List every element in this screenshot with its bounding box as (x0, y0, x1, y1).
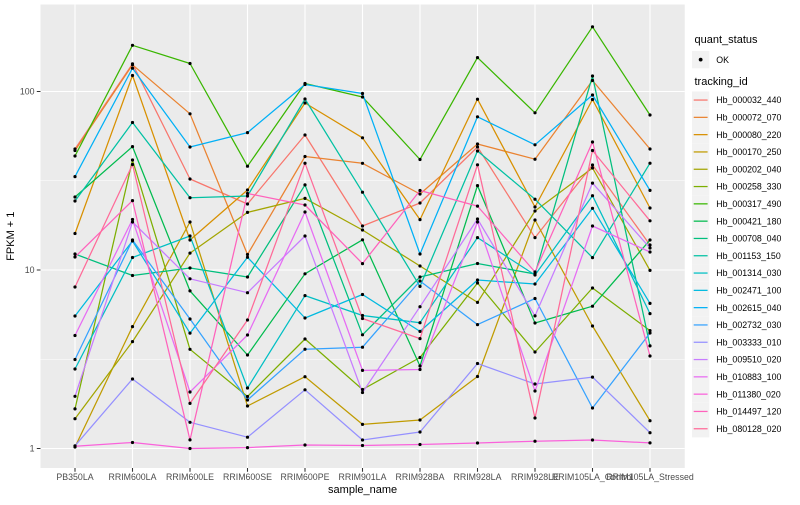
svg-text:Hb_002471_100: Hb_002471_100 (716, 286, 781, 296)
svg-text:Hb_003333_010: Hb_003333_010 (716, 337, 781, 347)
svg-text:Hb_001153_150: Hb_001153_150 (716, 251, 781, 261)
svg-text:RRIM901LA: RRIM901LA (339, 472, 387, 482)
svg-text:Hb_002732_030: Hb_002732_030 (716, 320, 781, 330)
svg-text:PB350LA: PB350LA (56, 472, 93, 482)
svg-text:Hb_000258_330: Hb_000258_330 (716, 182, 781, 192)
svg-text:Hb_000421_180: Hb_000421_180 (716, 216, 781, 226)
svg-text:1: 1 (30, 444, 35, 454)
svg-text:Hb_002615_040: Hb_002615_040 (716, 303, 781, 313)
svg-text:Hb_001314_030: Hb_001314_030 (716, 268, 781, 278)
svg-text:100: 100 (20, 87, 35, 97)
svg-text:RRIM105LA_Control: RRIM105LA_Control (552, 472, 633, 482)
svg-text:Hb_000202_040: Hb_000202_040 (716, 164, 781, 174)
svg-text:Hb_014497_120: Hb_014497_120 (716, 407, 781, 417)
svg-text:Hb_009510_020: Hb_009510_020 (716, 355, 781, 365)
svg-text:FPKM + 1: FPKM + 1 (5, 212, 17, 261)
svg-text:Hb_010883_100: Hb_010883_100 (716, 372, 781, 382)
svg-text:10: 10 (25, 265, 35, 275)
svg-text:sample_name: sample_name (328, 484, 397, 496)
svg-text:RRIM600LE: RRIM600LE (166, 472, 214, 482)
svg-text:Hb_000072_070: Hb_000072_070 (716, 113, 781, 123)
svg-text:Hb_000708_040: Hb_000708_040 (716, 234, 781, 244)
svg-text:Hb_000317_490: Hb_000317_490 (716, 199, 781, 209)
svg-text:Hb_080128_020: Hb_080128_020 (716, 424, 781, 434)
svg-text:Hb_000080_220: Hb_000080_220 (716, 130, 781, 140)
svg-text:RRIM105LA_Stressed: RRIM105LA_Stressed (606, 472, 694, 482)
svg-text:tracking_id: tracking_id (695, 76, 748, 88)
svg-text:Hb_011380_020: Hb_011380_020 (716, 389, 781, 399)
svg-text:RRIM928LA: RRIM928LA (454, 472, 502, 482)
svg-text:RRIM928LE: RRIM928LE (511, 472, 559, 482)
svg-text:RRIM600PE: RRIM600PE (281, 472, 330, 482)
svg-text:RRIM600LA: RRIM600LA (109, 472, 157, 482)
svg-text:Hb_000032_440: Hb_000032_440 (716, 95, 781, 105)
svg-text:RRIM928BA: RRIM928BA (396, 472, 445, 482)
svg-text:Hb_000170_250: Hb_000170_250 (716, 147, 781, 157)
svg-text:quant_status: quant_status (695, 34, 758, 46)
svg-text:RRIM600SE: RRIM600SE (223, 472, 272, 482)
svg-text:OK: OK (716, 55, 729, 65)
